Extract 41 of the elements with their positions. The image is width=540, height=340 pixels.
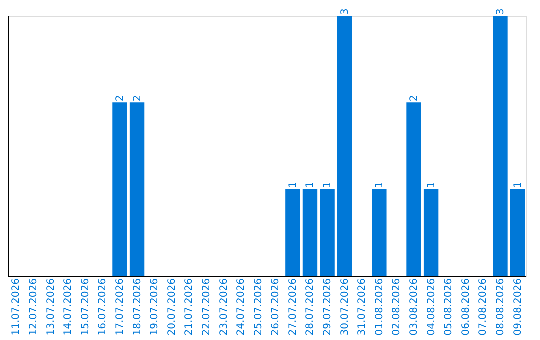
data-label: 1 — [288, 182, 299, 188]
x-tick-label: 24.07.2026 — [236, 278, 248, 336]
x-tick-label: 12.07.2026 — [28, 278, 40, 336]
x-tick-label: 19.07.2026 — [150, 278, 161, 336]
x-tick-label: 15.07.2026 — [80, 278, 92, 336]
x-tick-label: 06.08.2026 — [460, 278, 472, 336]
x-tick-label: 07.08.2026 — [478, 278, 490, 336]
x-tick-label: 05.08.2026 — [444, 278, 455, 336]
data-label: 1 — [426, 182, 438, 188]
data-label: 2 — [409, 95, 420, 102]
data-label: 1 — [305, 182, 316, 188]
x-tick-label: 22.07.2026 — [201, 278, 212, 336]
x-tick-label: 23.07.2026 — [218, 278, 230, 336]
x-tick-label: 08.08.2026 — [495, 278, 506, 336]
x-tick-label: 27.07.2026 — [288, 278, 299, 336]
data-label: 1 — [374, 182, 386, 188]
x-tick-label: 21.07.2026 — [184, 278, 196, 336]
x-tick-label: 09.08.2026 — [512, 278, 524, 336]
x-tick-label: 14.07.2026 — [63, 278, 74, 336]
x-tick-label: 04.08.2026 — [426, 278, 438, 336]
x-tick-label: 30.07.2026 — [340, 278, 351, 336]
data-label: 2 — [132, 95, 144, 102]
x-tick-label: 26.07.2026 — [270, 278, 282, 336]
x-tick-label: 17.07.2026 — [114, 278, 126, 336]
x-tick-label: 31.07.2026 — [357, 278, 368, 336]
data-label: 3 — [340, 8, 351, 15]
x-tick-label: 20.07.2026 — [166, 278, 178, 336]
x-tick-label: 11.07.2026 — [11, 278, 22, 336]
x-tick-label: 02.08.2026 — [392, 278, 403, 336]
x-tick-label: 13.07.2026 — [46, 278, 57, 336]
x-tick-label: 28.07.2026 — [305, 278, 316, 336]
x-tick-label: 01.08.2026 — [374, 278, 386, 336]
x-tick-label: 29.07.2026 — [322, 278, 334, 336]
data-label: 2 — [114, 95, 126, 102]
x-tick-label: 18.07.2026 — [132, 278, 144, 336]
x-tick-label: 03.08.2026 — [409, 278, 420, 336]
data-label: 1 — [322, 182, 334, 188]
data-label: 1 — [512, 182, 524, 188]
x-tick-label: 25.07.2026 — [253, 278, 264, 336]
data-label: 3 — [495, 8, 506, 15]
x-tick-label: 16.07.2026 — [98, 278, 109, 336]
